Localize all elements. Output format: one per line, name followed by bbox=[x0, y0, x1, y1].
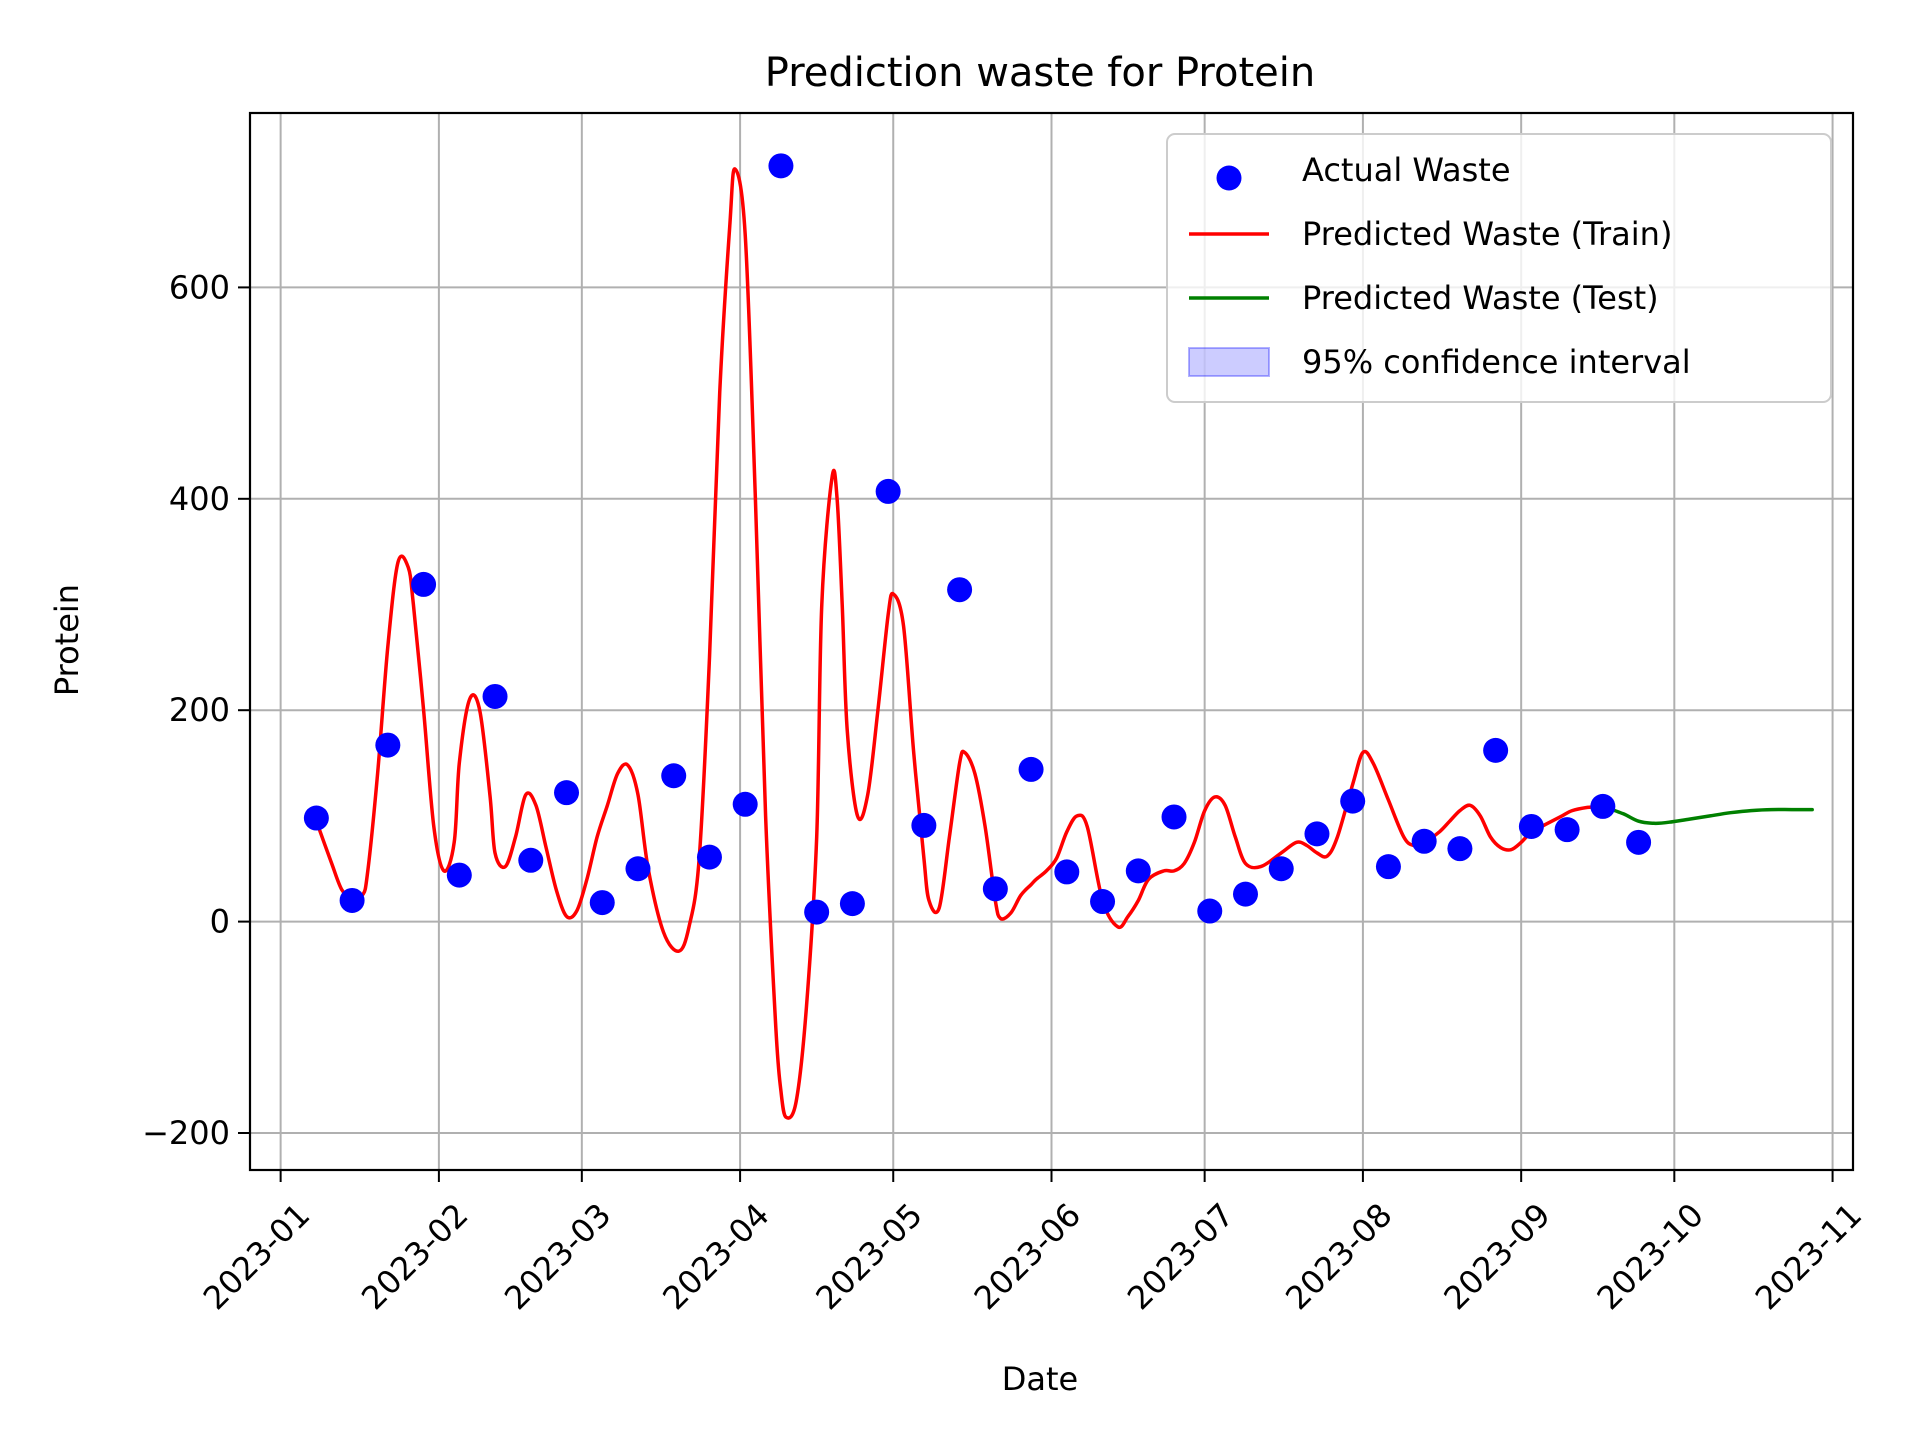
actual-waste-point bbox=[1340, 788, 1366, 814]
y-tick-label: 600 bbox=[169, 268, 230, 306]
actual-waste-point bbox=[411, 571, 437, 597]
actual-waste-point bbox=[839, 891, 865, 917]
actual-waste-point bbox=[982, 876, 1008, 902]
legend-marker-actual-waste bbox=[1216, 165, 1242, 191]
actual-waste-point bbox=[1304, 821, 1330, 847]
legend-label: 95% confidence interval bbox=[1302, 343, 1691, 381]
actual-waste-point bbox=[1232, 881, 1258, 907]
y-tick-label: 200 bbox=[169, 691, 230, 729]
actual-waste-point bbox=[482, 683, 508, 709]
actual-waste-point bbox=[1090, 889, 1116, 915]
actual-waste-point bbox=[1554, 817, 1580, 843]
actual-waste-point bbox=[375, 732, 401, 758]
actual-waste-point bbox=[1590, 793, 1616, 819]
predicted-waste-train-line bbox=[314, 167, 1605, 1120]
actual-waste-point bbox=[947, 577, 973, 603]
y-axis-title: Protein bbox=[48, 584, 86, 696]
prediction-lines bbox=[314, 167, 1814, 1120]
actual-waste-point bbox=[518, 847, 544, 873]
actual-waste-point bbox=[1518, 813, 1544, 839]
y-tick-label: −200 bbox=[142, 1114, 230, 1152]
legend-label: Actual Waste bbox=[1302, 151, 1511, 189]
actual-waste-point bbox=[1411, 828, 1437, 854]
actual-waste-point bbox=[696, 844, 722, 870]
actual-waste-point bbox=[1018, 756, 1044, 782]
y-tick-label: 400 bbox=[169, 480, 230, 518]
y-axis: −200 0 200 400 600 bbox=[142, 268, 250, 1152]
actual-waste-point bbox=[1125, 858, 1151, 884]
actual-waste-point bbox=[1626, 829, 1652, 855]
actual-waste-points bbox=[303, 153, 1652, 925]
legend-label: Predicted Waste (Train) bbox=[1302, 215, 1672, 253]
legend-label: Predicted Waste (Test) bbox=[1302, 279, 1659, 317]
actual-waste-point bbox=[303, 805, 329, 831]
actual-waste-point bbox=[625, 856, 651, 882]
actual-waste-point bbox=[1268, 856, 1294, 882]
actual-waste-point bbox=[339, 887, 365, 913]
actual-waste-point bbox=[661, 763, 687, 789]
legend: Actual Waste Predicted Waste (Train) Predi… bbox=[1166, 133, 1832, 403]
x-axis-title: Date bbox=[1002, 1360, 1078, 1398]
actual-waste-point bbox=[804, 899, 830, 925]
predicted-waste-test-line bbox=[1601, 804, 1814, 826]
chart-title: Prediction waste for Protein bbox=[765, 50, 1315, 96]
legend-band-swatch bbox=[1188, 347, 1270, 377]
actual-waste-point bbox=[768, 153, 794, 179]
actual-waste-point bbox=[1375, 854, 1401, 880]
legend-box bbox=[1166, 133, 1832, 403]
actual-waste-point bbox=[1161, 804, 1187, 830]
actual-waste-point bbox=[446, 862, 472, 888]
y-tick-label: 0 bbox=[210, 903, 230, 941]
actual-waste-point bbox=[875, 478, 901, 504]
actual-waste-point bbox=[732, 791, 758, 817]
actual-waste-point bbox=[1197, 898, 1223, 924]
actual-waste-point bbox=[589, 890, 615, 916]
actual-waste-point bbox=[911, 812, 937, 838]
actual-waste-point bbox=[1447, 836, 1473, 862]
actual-waste-point bbox=[1483, 737, 1509, 763]
actual-waste-point bbox=[1054, 859, 1080, 885]
actual-waste-point bbox=[554, 780, 580, 806]
